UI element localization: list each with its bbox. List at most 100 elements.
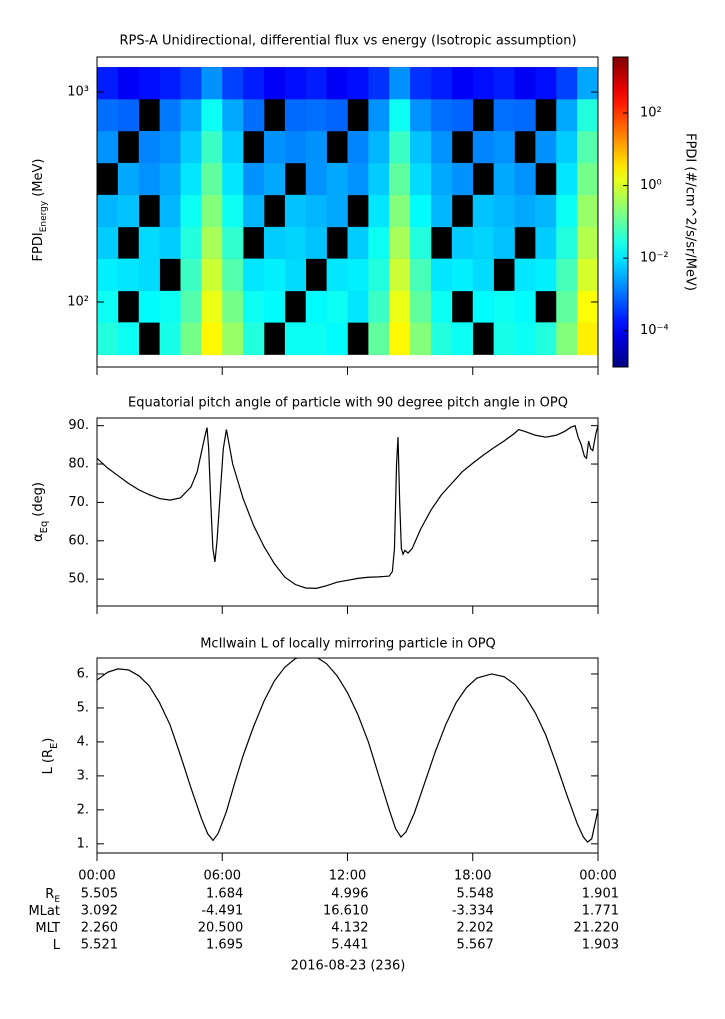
heatmap-cell — [556, 162, 578, 196]
ephemeris-value: 5.567 — [457, 938, 494, 953]
heatmap-cell — [159, 130, 181, 164]
heatmap-cell — [222, 226, 244, 259]
heatmap-cell — [243, 194, 265, 228]
heatmap-cell — [243, 322, 265, 356]
colorbar-tick-label: 10² — [640, 106, 662, 121]
heatmap-cell — [347, 290, 369, 323]
heatmap-cell — [493, 162, 515, 196]
y-tick-label: 4. — [77, 734, 89, 749]
heatmap-cell — [222, 130, 244, 164]
plot-frame — [96, 56, 599, 368]
ephemeris-value: 5.548 — [457, 887, 494, 902]
heatmap-cell — [514, 322, 536, 356]
heatmap-cell — [326, 67, 348, 100]
y-axis-label-unit: (deg) — [31, 482, 46, 517]
colorbar — [612, 56, 629, 368]
heatmap-cell — [368, 99, 390, 132]
heatmap-cell — [431, 130, 453, 164]
heatmap-cell — [535, 226, 557, 259]
heatmap-cell — [535, 194, 557, 228]
heatmap-cell — [117, 162, 140, 196]
heatmap-cell — [97, 226, 119, 259]
colorbar-tick-label: 10⁻² — [640, 251, 669, 266]
plot-frame — [96, 417, 599, 607]
y-tick-label: 5. — [77, 700, 89, 715]
heatmap-cell — [535, 67, 557, 100]
heatmap-cell — [159, 99, 181, 132]
ephemeris-label-main: R — [45, 887, 54, 902]
heatmap-cell — [431, 162, 453, 196]
heatmap-cell — [577, 194, 598, 228]
heatmap-cell — [514, 162, 536, 196]
heatmap-cell — [389, 130, 411, 164]
heatmap-cell — [159, 226, 181, 259]
colorbar-tick-label: 10⁻⁴ — [640, 323, 669, 338]
heatmap-cell — [389, 194, 411, 228]
heatmap-cell — [368, 194, 390, 228]
heatmap-cell — [180, 194, 202, 228]
date-label: 2016-08-23 (236) — [291, 959, 406, 974]
heatmap-cell — [138, 290, 160, 323]
heatmap-cell — [180, 226, 202, 259]
heatmap-cell — [410, 258, 432, 292]
heatmap-cell — [180, 290, 202, 323]
heatmap-cell — [493, 99, 515, 132]
heatmap-cell — [451, 99, 474, 132]
heatmap-cell — [326, 162, 348, 196]
heatmap-cell — [97, 322, 119, 356]
heatmap-cell — [451, 67, 474, 100]
heatmap-cell — [264, 130, 286, 164]
heatmap-cell — [389, 162, 411, 196]
heatmap-cell — [347, 130, 369, 164]
heatmap-cell — [347, 162, 369, 196]
heatmap-cell — [138, 258, 160, 292]
heatmap-cell — [97, 290, 119, 323]
heatmap-cell — [493, 290, 515, 323]
heatmap-cell — [284, 258, 307, 292]
heatmap-cell — [180, 322, 202, 356]
heatmap-cell — [305, 130, 327, 164]
ephemeris-label-main: MLT — [35, 921, 60, 936]
heatmap-cell — [201, 322, 223, 356]
x-tick-label: 12:00 — [329, 869, 366, 884]
heatmap-cell — [389, 226, 411, 259]
heatmap-cell — [305, 162, 327, 196]
heatmap-cell — [117, 194, 140, 228]
ephemeris-value: -3.334 — [452, 904, 494, 919]
heatmap-cell — [117, 322, 140, 356]
y-tick-label: 90. — [68, 418, 89, 433]
ephemeris-row-label: RE — [45, 887, 60, 905]
heatmap-cell — [326, 194, 348, 228]
heatmap-cell — [222, 67, 244, 100]
y-tick-label: 60. — [68, 533, 89, 548]
heatmap-cell — [264, 67, 286, 100]
ephemeris-value: 20.500 — [198, 921, 244, 936]
heatmap-cell — [556, 130, 578, 164]
heatmap-cell — [243, 67, 265, 100]
heatmap-cell — [138, 67, 160, 100]
ephemeris-label-main: MLat — [28, 904, 60, 919]
heatmap-cell — [368, 67, 390, 100]
heatmap-cell — [493, 322, 515, 356]
heatmap-cell — [201, 99, 223, 132]
heatmap-cell — [264, 290, 286, 323]
heatmap-cell — [201, 194, 223, 228]
heatmap-cell — [326, 290, 348, 323]
heatmap-cell — [201, 130, 223, 164]
heatmap-cell — [577, 162, 598, 196]
x-tick-label: 00:00 — [78, 869, 115, 884]
heatmap-cell — [556, 194, 578, 228]
heatmap-cell — [535, 258, 557, 292]
heatmap-cell — [410, 322, 432, 356]
heatmap-cell — [284, 67, 307, 100]
heatmap-cell — [201, 258, 223, 292]
ephemeris-label-sub: E — [54, 895, 60, 905]
data-line — [97, 658, 598, 843]
heatmap-cell — [138, 162, 160, 196]
heatmap-cell — [556, 290, 578, 323]
heatmap-cell — [347, 258, 369, 292]
y-axis-label: FPDIEnergy (MeV) — [31, 159, 49, 262]
heatmap-cell — [410, 67, 432, 100]
heatmap-cell — [514, 67, 536, 100]
